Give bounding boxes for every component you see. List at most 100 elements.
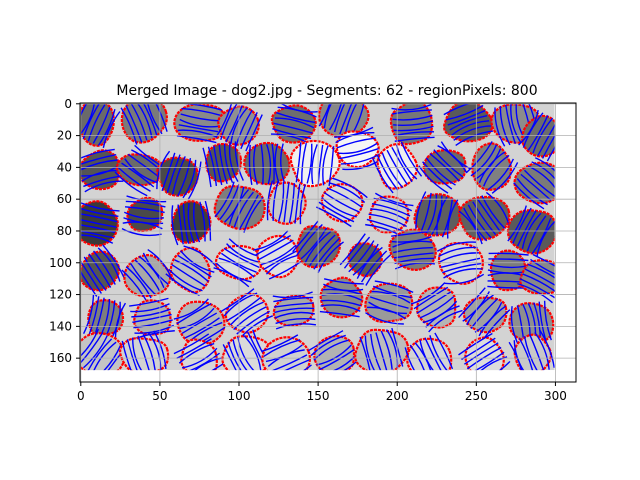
contour-line xyxy=(359,336,371,371)
contour-line xyxy=(433,149,464,178)
contour-line xyxy=(320,304,361,312)
contour-line xyxy=(229,301,264,326)
contour-line xyxy=(413,286,449,310)
segment-region xyxy=(458,191,511,245)
contour-line xyxy=(356,246,383,279)
contour-line xyxy=(458,332,493,356)
contour-line xyxy=(307,330,344,352)
contour-line xyxy=(125,266,152,299)
contour-line xyxy=(88,296,100,336)
contour-line xyxy=(161,152,176,192)
segment-region xyxy=(165,245,218,297)
contour-line xyxy=(266,143,272,185)
contour-line xyxy=(534,157,555,172)
contour-line xyxy=(80,202,120,212)
contour-line xyxy=(381,152,404,188)
segment-region xyxy=(80,200,120,247)
contour-line xyxy=(181,107,222,117)
contour-line xyxy=(445,104,484,121)
segment-boundary xyxy=(508,302,555,344)
contour-line xyxy=(134,259,161,292)
contour-line xyxy=(339,103,353,135)
contour-line xyxy=(442,262,482,274)
contour-line xyxy=(272,128,312,140)
contour-line xyxy=(274,117,315,129)
contour-line xyxy=(80,269,98,297)
segment-region xyxy=(517,253,555,304)
contour-line xyxy=(488,252,529,256)
contour-line xyxy=(487,158,514,191)
contour-line xyxy=(546,146,555,162)
segment-region xyxy=(389,103,435,146)
contour-line xyxy=(394,262,436,270)
contour-line xyxy=(393,120,434,127)
contour-line xyxy=(283,182,290,223)
contour-line xyxy=(187,161,202,200)
segment-region xyxy=(307,330,360,371)
contour-line xyxy=(311,144,318,185)
contour-line xyxy=(276,112,316,124)
contour-line xyxy=(319,310,360,318)
contour-line xyxy=(177,254,212,278)
contour-line xyxy=(272,181,279,221)
contour-line xyxy=(474,302,503,333)
contour-line xyxy=(277,181,285,222)
contour-line xyxy=(519,278,555,299)
contour-line xyxy=(516,178,548,206)
contour-line xyxy=(505,104,517,144)
y-tick-label: 60 xyxy=(57,192,72,206)
contour-line xyxy=(220,103,238,140)
contour-line xyxy=(275,318,316,325)
contour-line xyxy=(348,240,375,273)
contour-line xyxy=(102,111,121,149)
contour-line xyxy=(521,212,542,249)
contour-line xyxy=(518,337,534,371)
contour-line xyxy=(338,142,378,155)
segment-region xyxy=(410,282,463,333)
contour-line xyxy=(446,199,459,239)
contour-line xyxy=(121,162,155,188)
contour-line xyxy=(273,302,314,308)
contour-line xyxy=(168,268,203,292)
contour-line xyxy=(340,153,381,165)
segment-region xyxy=(215,103,263,152)
contour-line xyxy=(339,233,366,266)
contour-line xyxy=(125,200,166,208)
segment-region xyxy=(213,181,266,233)
contour-line xyxy=(520,173,552,202)
contour-line xyxy=(184,317,220,339)
contour-line xyxy=(476,198,501,232)
contour-line xyxy=(248,144,253,185)
contour-line xyxy=(418,165,449,194)
segment-region xyxy=(170,200,212,246)
contour-line xyxy=(92,106,111,144)
contour-line xyxy=(228,142,239,182)
contour-line xyxy=(182,159,197,199)
contour-line xyxy=(370,208,409,222)
contour-line xyxy=(441,198,454,238)
contour-line xyxy=(80,159,118,171)
segment-region xyxy=(458,332,511,371)
contour-line xyxy=(447,109,486,126)
contour-line xyxy=(214,181,235,218)
contour-line xyxy=(391,236,432,243)
contour-line xyxy=(245,114,263,152)
contour-line xyxy=(263,339,301,358)
contour-line xyxy=(126,195,167,203)
contour-line xyxy=(178,342,215,364)
contour-line xyxy=(425,194,438,234)
contour-line xyxy=(470,144,498,177)
contour-line xyxy=(391,230,431,237)
contour-line xyxy=(532,117,554,154)
segment-boundary xyxy=(243,141,291,186)
contour-line xyxy=(88,253,112,288)
contour-line xyxy=(132,337,143,371)
contour-line xyxy=(265,344,303,363)
contour-line xyxy=(436,196,448,236)
contour-line xyxy=(183,245,218,269)
segment-region xyxy=(289,139,341,188)
contour-line xyxy=(322,288,363,296)
contour-line xyxy=(273,296,314,303)
segment-region xyxy=(513,157,555,210)
contour-line xyxy=(181,312,218,334)
